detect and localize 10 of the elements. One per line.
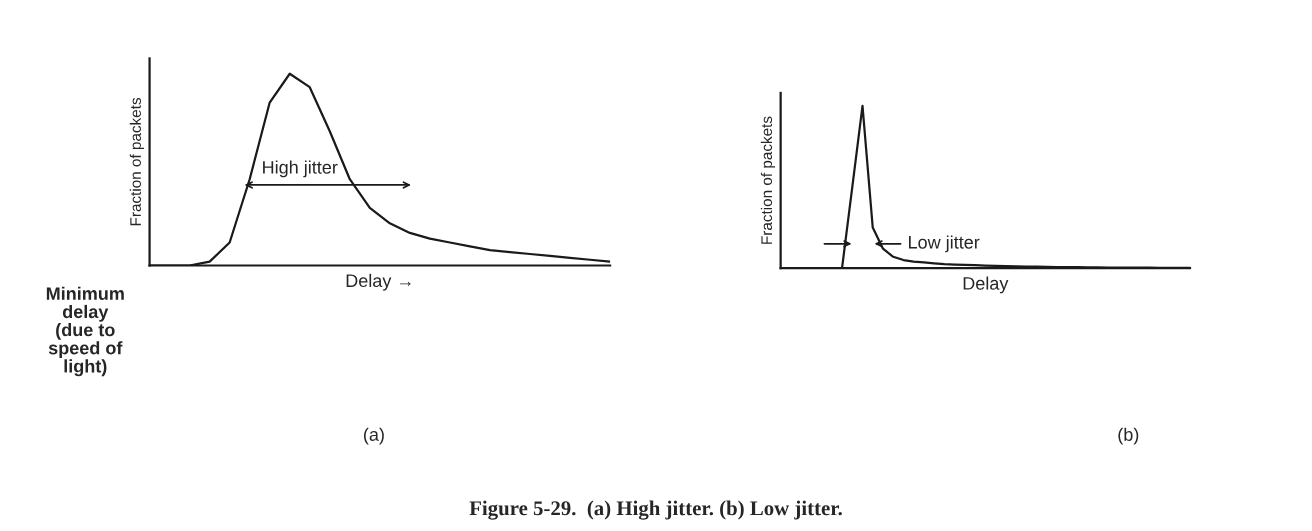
- x-axis-title: Delay: [963, 276, 1009, 294]
- annotation: Low jitter: [909, 235, 980, 253]
- x-axis-title: Delay →: [346, 273, 411, 291]
- text: (b): [1118, 427, 1139, 445]
- text: (a): [364, 427, 384, 445]
- text: Minimum delay (due to speed of light): [46, 286, 124, 377]
- annotation: High jitter: [263, 160, 338, 178]
- caption: Figure 5-29. (a) High jitter. (b) Low jitter.: [469, 500, 842, 520]
- y-axis-title: Fraction of packets: [760, 116, 776, 244]
- y-axis-title: Fraction of packets: [129, 97, 145, 226]
